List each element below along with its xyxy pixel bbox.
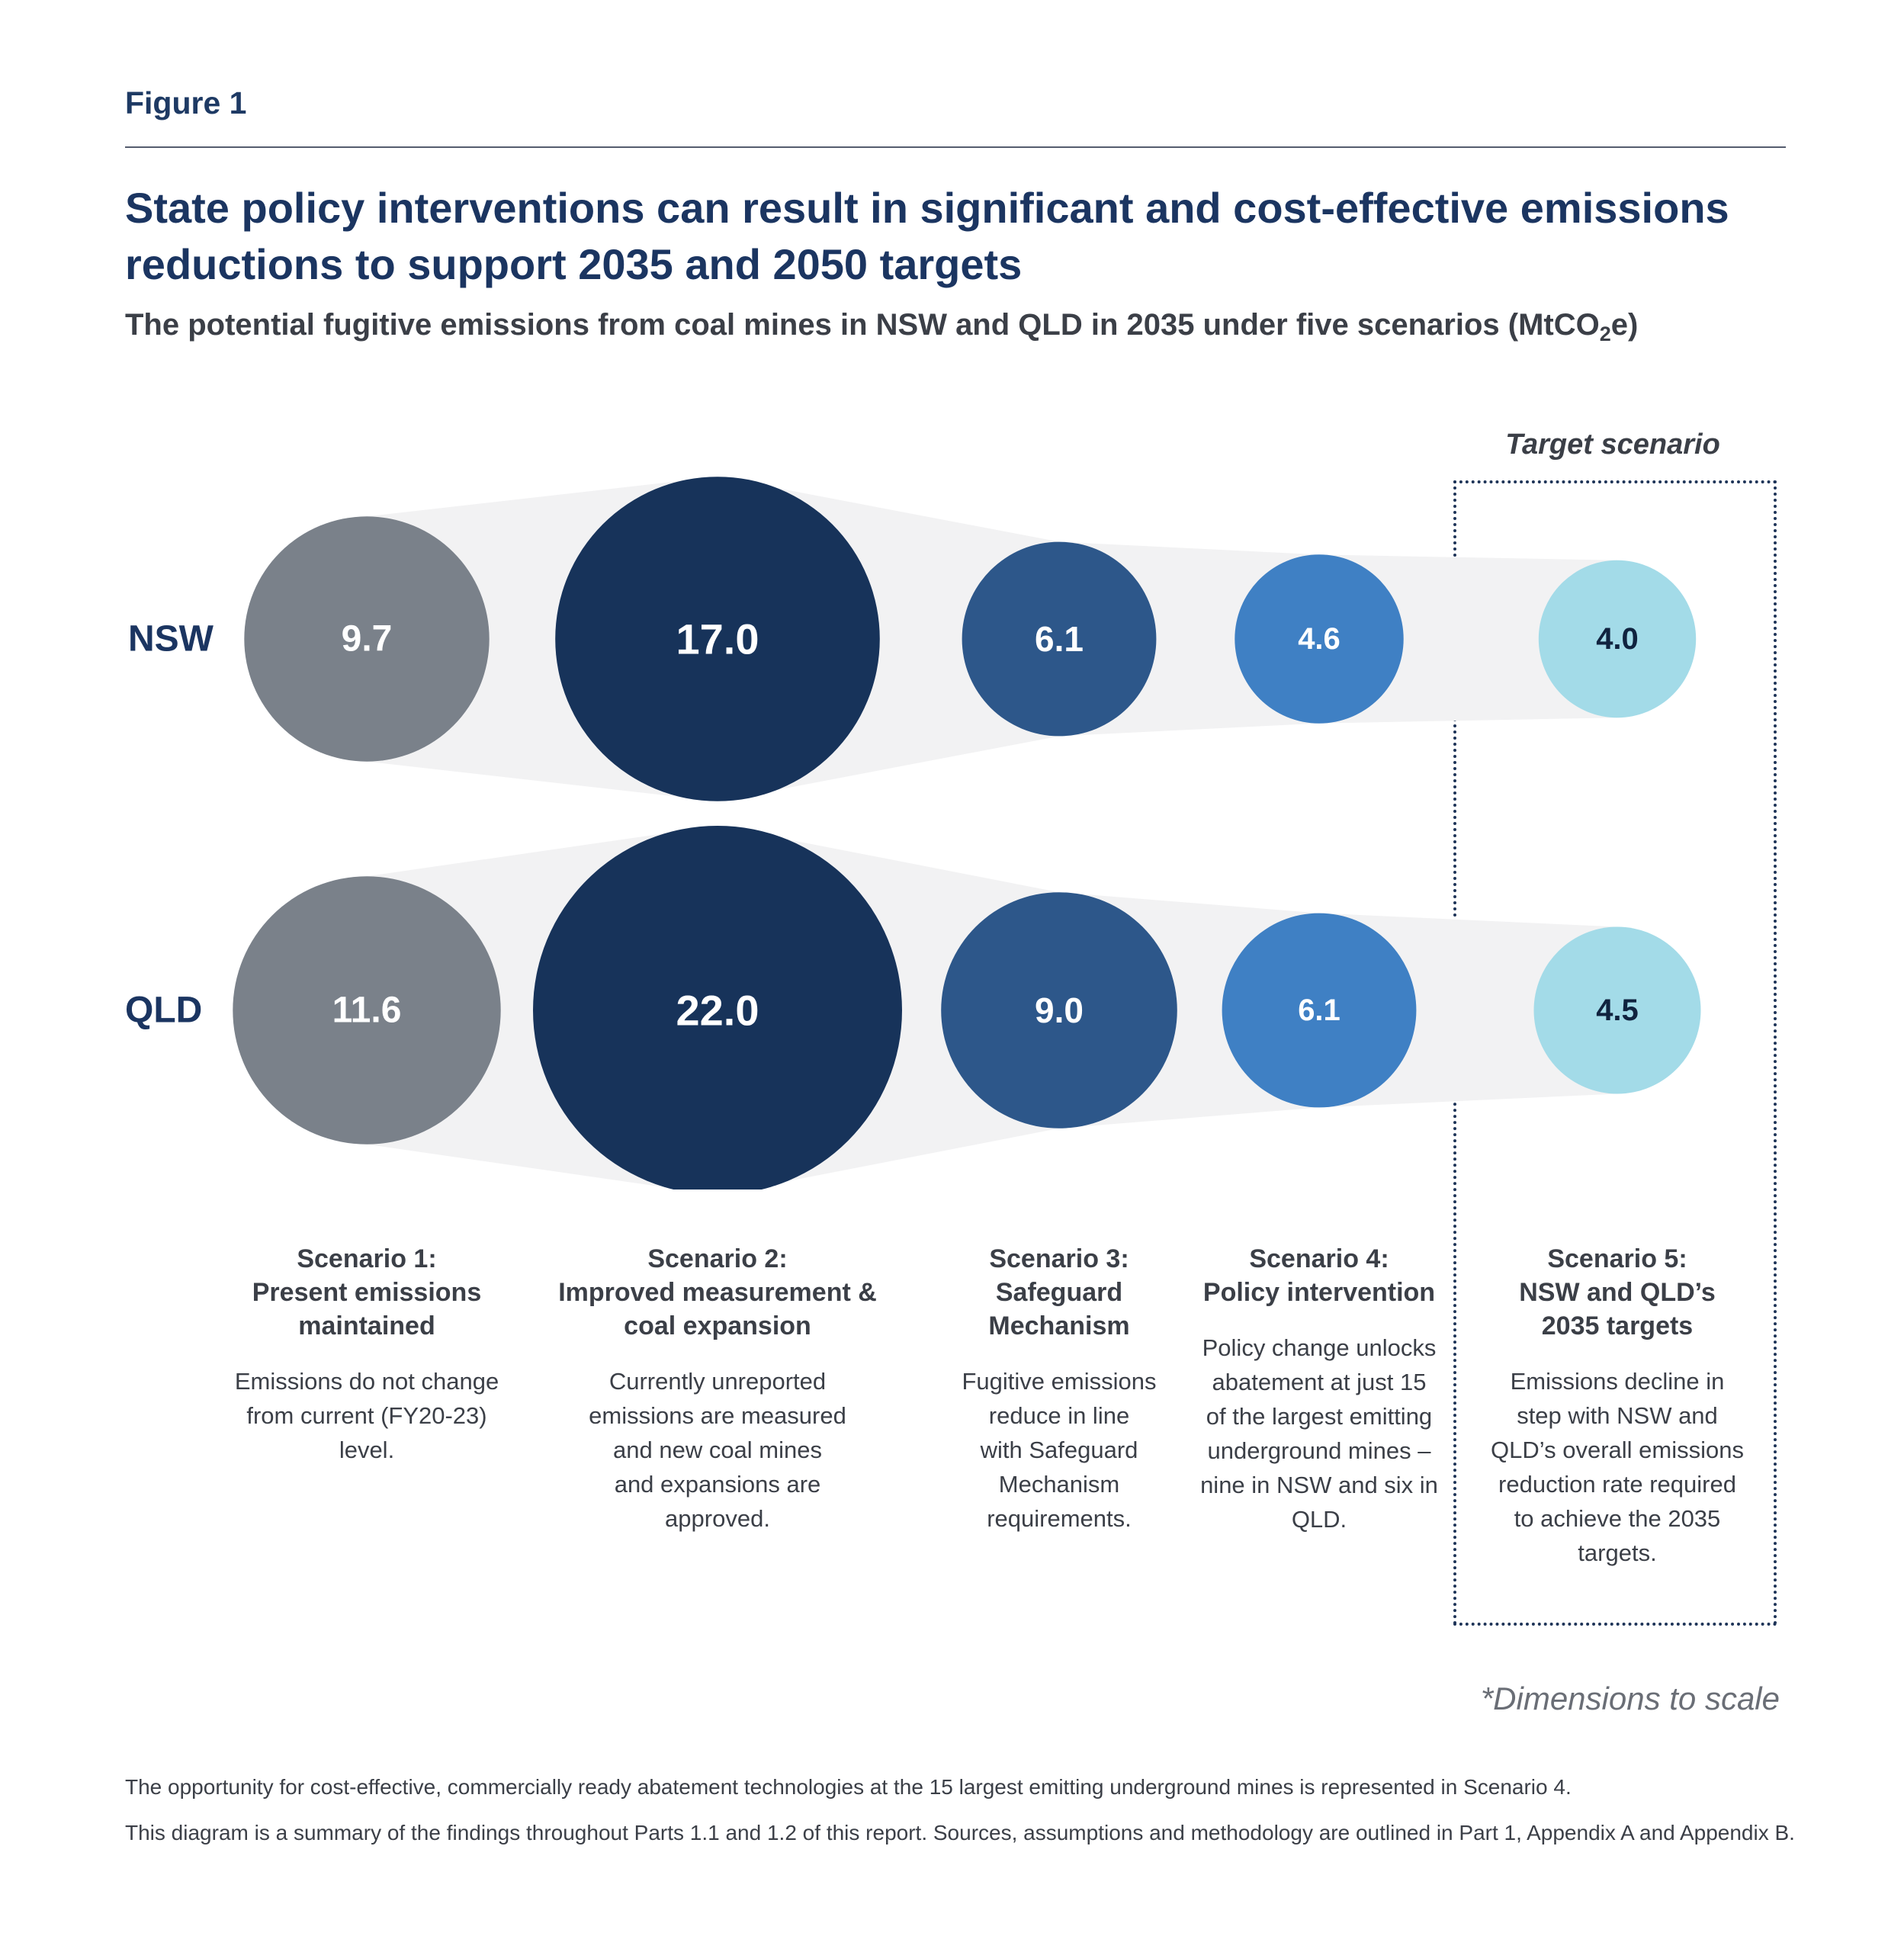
chart-title: State policy interventions can result in… bbox=[125, 184, 1729, 288]
bubble-nsw-scenario-5 bbox=[1538, 560, 1697, 718]
scenario-5-column: Scenario 5: NSW and QLD’s 2035 targets Em… bbox=[1450, 1242, 1785, 1570]
bubble-label-nsw-scenario-3: 6.1 bbox=[1035, 619, 1084, 659]
scenario-3-description: Fugitive emissions reduce in line with S… bbox=[962, 1368, 1157, 1532]
scenario-1-description: Emissions do not change from current (FY… bbox=[234, 1368, 499, 1463]
bubble-nsw-scenario-1 bbox=[244, 516, 490, 762]
bubble-qld-scenario-3 bbox=[941, 892, 1177, 1128]
chart-subtitle: The potential fugitive emissions from co… bbox=[125, 308, 1848, 346]
scenario-1-column: Scenario 1: Present emissions maintained… bbox=[199, 1242, 535, 1467]
bubble-qld-scenario-5 bbox=[1533, 926, 1701, 1094]
bubble-nsw-scenario-4 bbox=[1235, 554, 1404, 724]
bubble-nsw-scenario-2 bbox=[555, 477, 880, 801]
row-label-qld: QLD bbox=[125, 990, 202, 1031]
bubble-layer: 9.7 17.0 6.1 4.6 4.0 11.6 22.0 9.0 6.1 4.5 bbox=[233, 477, 1701, 1190]
bubble-qld-scenario-2 bbox=[533, 826, 902, 1190]
footer-notes: The opportunity for cost-effective, comm… bbox=[125, 1764, 1795, 1856]
scale-note: *Dimensions to scale bbox=[1480, 1681, 1780, 1716]
bubble-label-qld-scenario-2: 22.0 bbox=[676, 987, 759, 1035]
scenario-2-description: Currently unreported emissions are measu… bbox=[589, 1368, 846, 1532]
bubble-label-qld-scenario-1: 11.6 bbox=[332, 990, 402, 1031]
scenario-4-column: Scenario 4: Policy intervention Policy ch… bbox=[1151, 1242, 1487, 1536]
subtitle-subscript: 2 bbox=[1599, 323, 1611, 345]
scenario-2-column: Scenario 2: Improved measurement & coal … bbox=[550, 1242, 885, 1536]
scenario-2-title: Scenario 2: Improved measurement & coal … bbox=[558, 1244, 877, 1340]
bubble-label-qld-scenario-3: 9.0 bbox=[1035, 990, 1084, 1030]
bubble-qld-scenario-4 bbox=[1222, 913, 1417, 1108]
row-label-layer: NSW QLD bbox=[125, 619, 214, 1031]
row-label-nsw: NSW bbox=[128, 619, 214, 660]
bubble-label-nsw-scenario-2: 17.0 bbox=[676, 615, 759, 663]
bubble-label-nsw-scenario-1: 9.7 bbox=[342, 619, 393, 660]
scenario-5-description: Emissions decline in step with NSW and Q… bbox=[1491, 1368, 1744, 1566]
bubble-label-nsw-scenario-4: 4.6 bbox=[1298, 622, 1341, 656]
scenario-3-column: Scenario 3: Safeguard Mechanism Fugitive … bbox=[891, 1242, 1227, 1536]
footer-line-2: This diagram is a summary of the finding… bbox=[125, 1821, 1795, 1844]
subtitle-end: e) bbox=[1610, 308, 1639, 342]
bubble-label-nsw-scenario-5: 4.0 bbox=[1596, 622, 1639, 656]
bubble-qld-scenario-1 bbox=[233, 876, 501, 1145]
footer-line-1: The opportunity for cost-effective, comm… bbox=[125, 1775, 1572, 1799]
bubble-chart: 9.7 17.0 6.1 4.6 4.0 11.6 22.0 9.0 6.1 4.5 NSW QLD bbox=[125, 477, 1701, 1190]
scenario-4-title: Scenario 4: Policy intervention bbox=[1202, 1244, 1436, 1307]
subtitle-main: The potential fugitive emissions from co… bbox=[125, 308, 1600, 342]
figure-label: Figure 1 bbox=[125, 85, 247, 120]
scenario-4-description: Policy change unlocks abatement at just … bbox=[1200, 1334, 1438, 1533]
header-divider bbox=[125, 146, 1786, 148]
target-scenario-label: Target scenario bbox=[1505, 429, 1720, 461]
ribbon-nsw-4-5 bbox=[1319, 554, 1617, 724]
bubble-label-qld-scenario-5: 4.5 bbox=[1596, 994, 1639, 1027]
scenario-3-title: Scenario 3: Safeguard Mechanism bbox=[988, 1244, 1130, 1340]
bubble-label-qld-scenario-4: 6.1 bbox=[1298, 994, 1341, 1027]
bubble-nsw-scenario-3 bbox=[962, 541, 1157, 737]
scenario-1-title: Scenario 1: Present emissions maintained bbox=[252, 1244, 482, 1340]
scenario-5-title: Scenario 5: NSW and QLD’s 2035 targets bbox=[1519, 1244, 1716, 1340]
